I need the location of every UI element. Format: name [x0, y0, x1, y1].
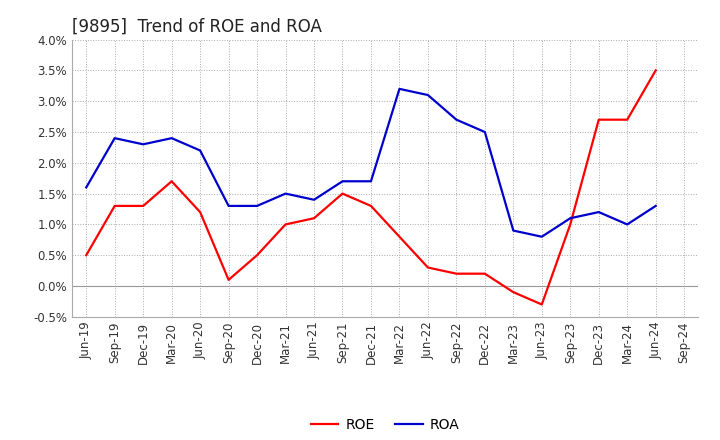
ROE	[110, 203, 119, 209]
ROE	[82, 253, 91, 258]
ROE	[566, 222, 575, 227]
ROA	[310, 197, 318, 202]
ROE	[282, 222, 290, 227]
ROE	[480, 271, 489, 276]
ROE	[595, 117, 603, 122]
ROE	[139, 203, 148, 209]
ROE	[225, 277, 233, 282]
ROA	[652, 203, 660, 209]
ROA	[225, 203, 233, 209]
ROA	[282, 191, 290, 196]
Text: [9895]  Trend of ROE and ROA: [9895] Trend of ROE and ROA	[72, 17, 322, 35]
ROA	[480, 129, 489, 135]
ROA	[452, 117, 461, 122]
ROA	[82, 185, 91, 190]
ROE	[652, 68, 660, 73]
Line: ROA: ROA	[86, 89, 656, 237]
ROA	[253, 203, 261, 209]
ROA	[110, 136, 119, 141]
ROA	[395, 86, 404, 92]
ROE	[167, 179, 176, 184]
ROE	[253, 253, 261, 258]
ROE	[338, 191, 347, 196]
ROA	[139, 142, 148, 147]
Line: ROE: ROE	[86, 70, 656, 304]
ROE	[509, 290, 518, 295]
ROE	[310, 216, 318, 221]
ROA	[338, 179, 347, 184]
ROA	[623, 222, 631, 227]
ROE	[623, 117, 631, 122]
ROE	[196, 209, 204, 215]
ROA	[595, 209, 603, 215]
ROA	[366, 179, 375, 184]
ROA	[509, 228, 518, 233]
ROE	[395, 234, 404, 239]
ROA	[423, 92, 432, 98]
ROA	[167, 136, 176, 141]
ROA	[537, 234, 546, 239]
ROE	[537, 302, 546, 307]
ROA	[196, 148, 204, 153]
ROE	[366, 203, 375, 209]
ROA	[566, 216, 575, 221]
Legend: ROE, ROA: ROE, ROA	[305, 412, 465, 437]
ROE	[423, 265, 432, 270]
ROE	[452, 271, 461, 276]
